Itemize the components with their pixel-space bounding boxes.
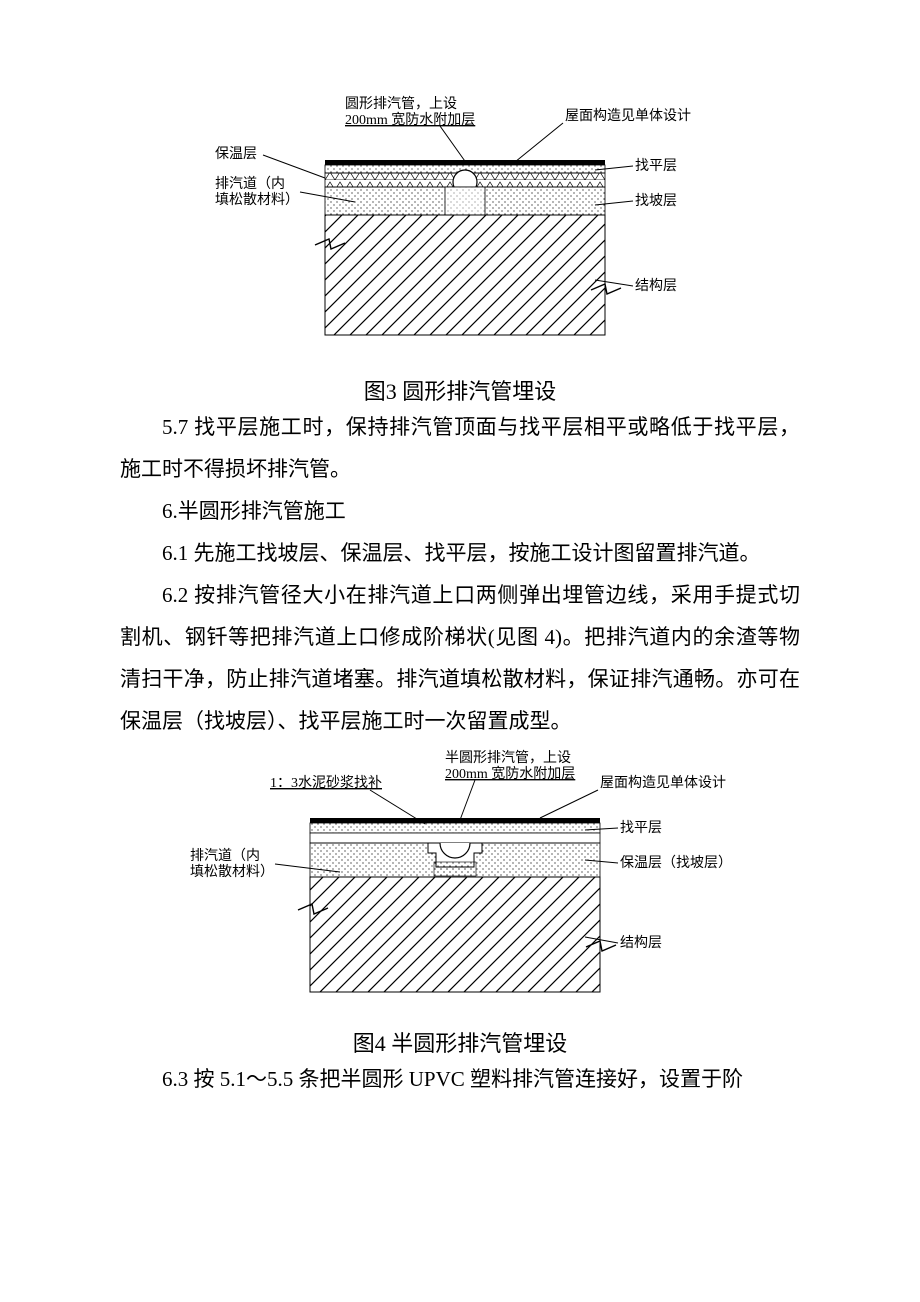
fig3-label-topleft2: 200mm 宽防水附加层 xyxy=(345,111,475,128)
fig3-label-right1: 找平层 xyxy=(635,158,677,174)
fig4-label-right2: 保温层（找坡层） xyxy=(620,855,732,871)
fig4-label-right1: 找平层 xyxy=(620,820,662,836)
para-6: 6.半圆形排汽管施工 xyxy=(120,490,800,532)
fig3-label-left2a: 排汽道（内 xyxy=(215,176,285,192)
figure-3: 圆形排汽管，上设 200mm 宽防水附加层 屋面构造见单体设计 保温层 排汽道（… xyxy=(120,90,800,406)
document-page: 圆形排汽管，上设 200mm 宽防水附加层 屋面构造见单体设计 保温层 排汽道（… xyxy=(0,0,920,1302)
fig3-label-topleft1: 圆形排汽管，上设 xyxy=(345,96,457,112)
fig3-label-left1: 保温层 xyxy=(215,146,257,162)
fig4-label-topmid1: 半圆形排汽管，上设 xyxy=(445,750,571,766)
figure-3-svg: 圆形排汽管，上设 200mm 宽防水附加层 屋面构造见单体设计 保温层 排汽道（… xyxy=(195,90,725,370)
para-6-2: 6.2 按排汽管径大小在排汽道上口两侧弹出埋管边线，采用手提式切割机、钢钎等把排… xyxy=(120,574,800,742)
fig3-label-right2: 找坡层 xyxy=(635,193,677,209)
fig4-label-topright: 屋面构造见单体设计 xyxy=(600,775,726,791)
fig3-label-right3: 结构层 xyxy=(635,278,677,294)
figure-4: 1：3水泥砂浆找补 半圆形排汽管，上设 200mm 宽防水附加层 屋面构造见单体… xyxy=(120,742,800,1058)
fig4-section xyxy=(298,818,616,992)
fig4-label-left1a: 排汽道（内 xyxy=(190,848,260,864)
fig4-label-topmid2: 200mm 宽防水附加层 xyxy=(445,765,575,782)
figure-4-svg: 1：3水泥砂浆找补 半圆形排汽管，上设 200mm 宽防水附加层 屋面构造见单体… xyxy=(170,742,750,1022)
fig3-section xyxy=(315,160,621,335)
para-6-3: 6.3 按 5.1～5.5 条把半圆形 UPVC 塑料排汽管连接好，设置于阶 xyxy=(120,1058,800,1100)
fig4-label-topleft: 1：3水泥砂浆找补 xyxy=(270,775,382,791)
fig4-label-right3: 结构层 xyxy=(620,935,662,951)
fig4-label-left1b: 填松散材料） xyxy=(190,864,274,880)
fig3-label-left2b: 填松散材料） xyxy=(215,192,299,208)
fig3-label-topright: 屋面构造见单体设计 xyxy=(565,108,691,124)
para-5-7: 5.7 找平层施工时，保持排汽管顶面与找平层相平或略低于找平层，施工时不得损坏排… xyxy=(120,406,800,490)
para-6-1: 6.1 先施工找坡层、保温层、找平层，按施工设计图留置排汽道。 xyxy=(120,532,800,574)
figure-4-caption: 图4 半圆形排汽管埋设 xyxy=(120,1026,800,1058)
figure-3-caption: 图3 圆形排汽管埋设 xyxy=(120,374,800,406)
